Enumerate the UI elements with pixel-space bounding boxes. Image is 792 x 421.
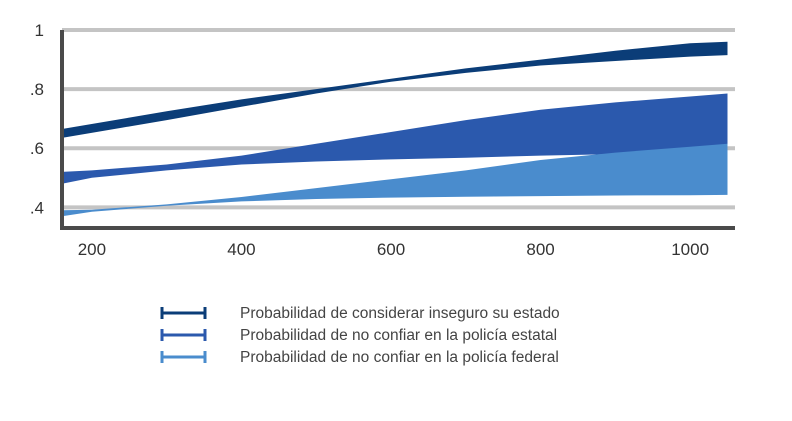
y-tick-label: .4 <box>30 198 44 217</box>
legend: Probabilidad de considerar inseguro su e… <box>160 305 560 366</box>
legend-item: Probabilidad de no confiar en la policía… <box>160 349 559 366</box>
tick-labels: 200 400 600 800 1000 .4 .6 .8 1 <box>30 21 709 259</box>
legend-label: Probabilidad de no confiar en la policía… <box>240 327 557 344</box>
series-band-1 <box>62 41 728 138</box>
series-band-3 <box>62 143 728 217</box>
y-tick-label: .6 <box>30 139 44 158</box>
legend-label: Probabilidad de considerar inseguro su e… <box>240 305 560 322</box>
y-tick-label: .8 <box>30 80 44 99</box>
legend-item: Probabilidad de considerar inseguro su e… <box>160 305 560 322</box>
x-tick-label: 1000 <box>671 240 709 259</box>
series-band-2 <box>62 93 728 184</box>
x-tick-label: 400 <box>227 240 255 259</box>
x-tick-label: 800 <box>526 240 554 259</box>
x-tick-label: 200 <box>78 240 106 259</box>
confidence-bands <box>62 41 728 217</box>
legend-label: Probabilidad de no confiar en la policía… <box>240 349 559 366</box>
y-tick-label: 1 <box>35 21 44 40</box>
x-tick-label: 600 <box>377 240 405 259</box>
axes <box>60 30 735 230</box>
legend-item: Probabilidad de no confiar en la policía… <box>160 327 557 344</box>
